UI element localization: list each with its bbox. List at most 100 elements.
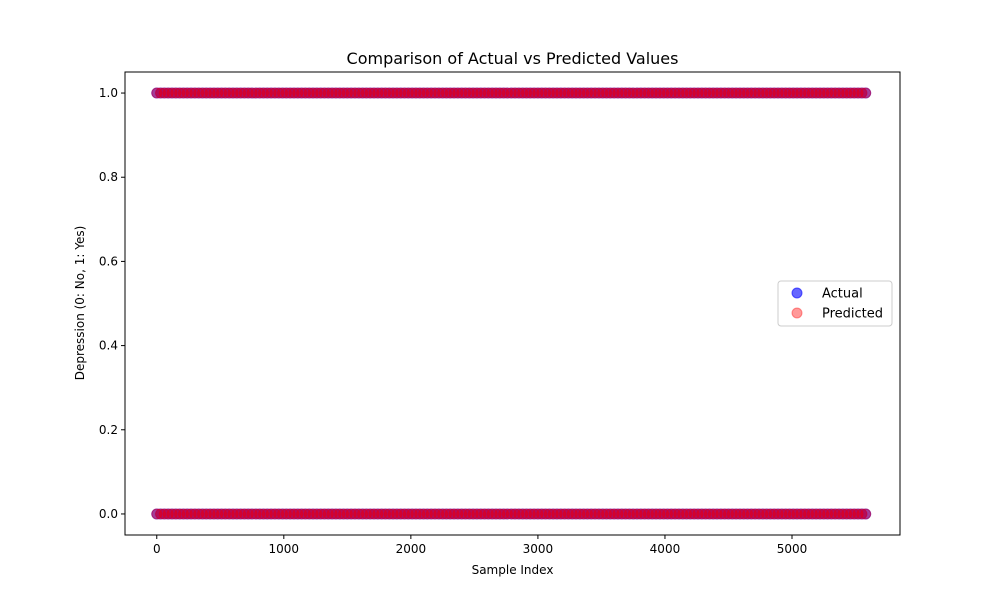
scatter-point	[711, 87, 723, 99]
scatter-point	[684, 508, 696, 520]
scatter-point	[662, 87, 673, 99]
scatter-point	[654, 508, 666, 520]
scatter-point	[433, 87, 445, 99]
scatter-point	[509, 508, 521, 520]
scatter-point	[791, 508, 803, 520]
scatter-point	[749, 87, 761, 99]
scatter-point	[360, 87, 372, 99]
scatter-point	[391, 508, 403, 520]
scatter-point	[818, 87, 830, 99]
scatter-point	[631, 508, 643, 520]
scatter-point	[799, 508, 811, 520]
scatter-point	[257, 508, 269, 520]
scatter-point	[421, 87, 433, 99]
scatter-point	[783, 508, 795, 520]
scatter-point	[848, 87, 860, 99]
scatter-point	[692, 508, 704, 520]
scatter-point	[212, 508, 224, 520]
scatter-point	[692, 87, 704, 99]
scatter-point	[795, 87, 807, 99]
scatter-point	[155, 87, 167, 99]
scatter-point	[688, 87, 700, 99]
scatter-point	[726, 508, 738, 520]
scatter-point	[181, 508, 193, 520]
scatter-point	[315, 87, 327, 99]
scatter-point	[452, 508, 464, 520]
scatter-point	[418, 508, 430, 520]
scatter-point	[341, 508, 353, 520]
scatter-point	[376, 508, 388, 520]
scatter-point	[246, 87, 258, 99]
scatter-point	[654, 87, 666, 99]
scatter-point	[482, 508, 494, 520]
scatter-point	[444, 87, 456, 99]
series-predicted	[151, 87, 872, 520]
scatter-point	[551, 508, 563, 520]
scatter-point	[265, 87, 277, 99]
scatter-point	[345, 508, 357, 520]
scatter-point	[395, 508, 407, 520]
scatter-point	[799, 87, 811, 99]
scatter-point	[627, 87, 639, 99]
scatter-point	[688, 508, 700, 520]
scatter-point	[742, 87, 754, 99]
y-tick-label: 0.8	[99, 170, 118, 184]
scatter-point	[231, 508, 243, 520]
scatter-point	[292, 508, 304, 520]
scatter-point	[269, 87, 281, 99]
scatter-point	[604, 87, 616, 99]
scatter-point	[566, 87, 578, 99]
scatter-point	[437, 87, 449, 99]
scatter-point	[578, 87, 590, 99]
scatter-point	[745, 87, 757, 99]
scatter-point	[330, 508, 342, 520]
scatter-point	[738, 87, 750, 99]
scatter-point	[444, 508, 456, 520]
legend-label-predicted: Predicted	[822, 307, 883, 322]
scatter-point	[650, 87, 662, 99]
scatter-point	[658, 87, 670, 99]
scatter-point	[368, 87, 380, 99]
scatter-point	[349, 87, 361, 99]
scatter-point	[216, 508, 228, 520]
scatter-point	[745, 508, 757, 520]
scatter-point	[223, 508, 235, 520]
scatter-point	[528, 87, 540, 99]
scatter-point	[810, 508, 822, 520]
scatter-point	[562, 87, 574, 99]
legend-marker-actual	[791, 287, 803, 299]
scatter-point	[555, 508, 567, 520]
scatter-point	[212, 87, 224, 99]
scatter-point	[753, 87, 765, 99]
scatter-point	[612, 508, 624, 520]
legend-marker-predicted	[791, 307, 803, 319]
scatter-point	[551, 87, 563, 99]
scatter-point	[162, 508, 174, 520]
y-tick-label: 1.0	[99, 86, 118, 100]
scatter-point	[841, 87, 853, 99]
scatter-point	[299, 508, 311, 520]
scatter-point	[532, 508, 544, 520]
scatter-point	[673, 508, 685, 520]
scatter-point	[806, 87, 818, 99]
scatter-point	[520, 87, 532, 99]
scatter-point	[357, 508, 369, 520]
scatter-point	[498, 87, 510, 99]
scatter-point	[307, 508, 319, 520]
scatter-point	[570, 508, 582, 520]
scatter-point	[185, 508, 197, 520]
scatter-point	[791, 87, 803, 99]
scatter-point	[284, 508, 296, 520]
scatter-point	[177, 508, 189, 520]
scatter-point	[753, 508, 765, 520]
scatter-point	[715, 508, 727, 520]
scatter-point	[593, 87, 605, 99]
scatter-point	[803, 87, 815, 99]
scatter-point	[772, 87, 784, 99]
scatter-point	[795, 508, 807, 520]
scatter-point	[402, 87, 414, 99]
scatter-point	[467, 87, 479, 99]
scatter-point	[166, 87, 178, 99]
scatter-point	[456, 87, 468, 99]
